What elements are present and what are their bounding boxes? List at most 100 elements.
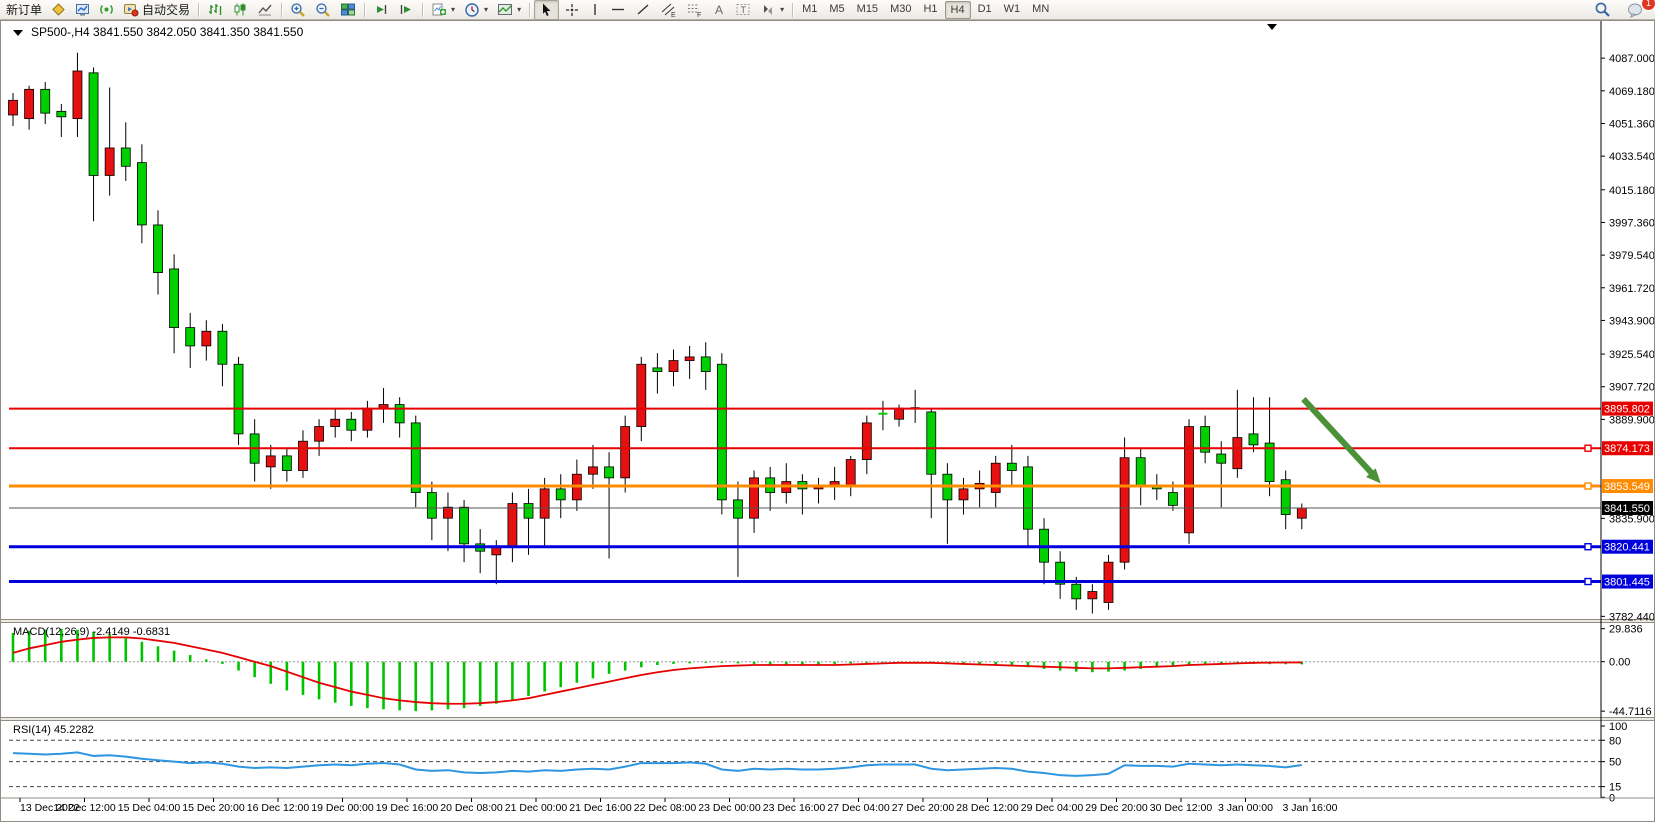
market-watch-button[interactable] (47, 1, 70, 19)
price-axis-label: 3782.440 (1609, 611, 1654, 623)
time-axis-label: 3 Jan 16:00 (1283, 802, 1338, 814)
rsi-axis-label: 50 (1609, 757, 1621, 769)
price-badge-label: 3874.173 (1604, 443, 1650, 455)
price-axis-label: 3997.360 (1609, 217, 1654, 229)
svg-text:T: T (741, 5, 747, 15)
time-axis-label: 15 Dec 20:00 (182, 802, 245, 814)
price-axis-label: 4051.360 (1609, 118, 1654, 130)
zoom-in-button[interactable] (286, 1, 310, 19)
macd-label: MACD(12,26,9) -2.4149 -0.6831 (13, 626, 170, 638)
chart-canvas[interactable]: 3895.802 3874.173 3853.549 3841.550 3820.441… (1, 21, 1654, 821)
vertical-line-button[interactable] (585, 1, 605, 19)
crosshair-button[interactable] (560, 1, 584, 19)
macd-axis-label: 0.00 (1609, 657, 1630, 669)
fibonacci-button[interactable]: F (682, 1, 707, 19)
templates-button[interactable]: ▾ (493, 1, 525, 19)
signals-button[interactable] (95, 1, 118, 19)
symbol-dropdown-icon[interactable] (13, 30, 23, 36)
equidistant-channel-button[interactable]: E (656, 1, 681, 19)
time-axis-label: 15 Dec 04:00 (118, 802, 181, 814)
price-badge-label: 3841.550 (1604, 503, 1650, 515)
line-handle[interactable] (1584, 543, 1592, 551)
price-axis-label: 4015.180 (1609, 185, 1654, 197)
svg-text:A: A (715, 3, 723, 17)
time-axis-label: 29 Dec 04:00 (1021, 802, 1084, 814)
text-label-button[interactable]: T (731, 1, 755, 19)
timeframe-m1[interactable]: M1 (802, 2, 818, 15)
time-axis-label: 30 Dec 12:00 (1150, 802, 1213, 814)
line-handle[interactable] (1584, 577, 1592, 586)
time-axis-label: 3 Jan 00:00 (1218, 802, 1273, 814)
separator (198, 2, 200, 17)
pane-splitter[interactable] (1, 717, 1654, 721)
last-bar-marker (1267, 24, 1277, 30)
separator (792, 2, 794, 17)
timeframe-h4[interactable]: H4 (944, 0, 971, 19)
macd-pane[interactable] (9, 628, 1601, 712)
time-axis-label: 27 Dec 04:00 (827, 802, 890, 814)
price-axis-label: 3979.540 (1609, 250, 1654, 262)
autotrading-button[interactable]: 自动交易 (119, 1, 194, 19)
rsi-axis-label: 15 (1609, 782, 1621, 794)
zoom-out-button[interactable] (311, 1, 335, 19)
candlestick-pane[interactable] (8, 52, 1307, 614)
rsi-pane[interactable] (9, 739, 1601, 788)
time-axis-label: 20 Dec 08:00 (440, 802, 503, 814)
macd-axis-label: 29.836 (1609, 624, 1643, 636)
time-axis-label: 19 Dec 16:00 (376, 802, 439, 814)
chart-labels: SP500-,H4 3841.550 3842.050 3841.350 384… (13, 25, 304, 736)
bar-chart-button[interactable] (203, 1, 227, 19)
trend-arrow-annotation[interactable] (1301, 397, 1381, 484)
price-axis[interactable]: 4087.000 4069.180 4051.360 4033.540 4015.180… (1600, 21, 1654, 804)
price-badge (1602, 479, 1653, 494)
charts-window-button[interactable] (71, 1, 94, 19)
timeframe-mn[interactable]: MN (1032, 2, 1050, 15)
timeframe-h1[interactable]: H1 (923, 2, 938, 15)
line-handle[interactable] (1584, 444, 1592, 452)
chart-shift-button[interactable] (394, 1, 418, 19)
time-axis-label: 29 Dec 20:00 (1085, 802, 1148, 814)
tile-windows-button[interactable] (336, 1, 360, 19)
timeframe-m30[interactable]: M30 (890, 2, 912, 15)
line-chart-button[interactable] (253, 1, 277, 19)
trendline-button[interactable] (631, 1, 655, 19)
timeframe-m15[interactable]: M15 (856, 2, 879, 15)
time-axis-label: 13 Dec 2022 (20, 802, 80, 814)
time-axis-label: 21 Dec 00:00 (505, 802, 568, 814)
timeframe-w1[interactable]: W1 (1003, 2, 1021, 15)
toolbar-right: 1 (1590, 0, 1655, 19)
cursor-button[interactable] (534, 0, 560, 20)
candlestick-chart-button[interactable] (228, 1, 252, 19)
price-axis-label: 3925.540 (1609, 349, 1654, 361)
separator (422, 2, 424, 17)
price-badge (1602, 574, 1653, 589)
monitor-chart-icon (75, 2, 90, 17)
price-axis-label: 4033.540 (1609, 151, 1654, 163)
price-badge-label: 3895.802 (1604, 404, 1650, 416)
line-handle[interactable] (1584, 482, 1592, 490)
periods-button[interactable]: ▾ (460, 1, 492, 19)
auto-scroll-button[interactable] (369, 1, 393, 19)
chat-button[interactable]: 1 (1623, 0, 1655, 19)
text-button[interactable]: A (708, 1, 730, 19)
timeframe-bar: M1 M5 M15 M30 H1 H4 D1 W1 MN (797, 0, 1054, 19)
autotrading-icon (123, 2, 139, 17)
price-badge (1602, 501, 1653, 516)
price-axis-label: 4069.180 (1609, 86, 1654, 98)
rsi-axis-label: 100 (1609, 721, 1627, 733)
add-indicator-button[interactable]: ▾ (427, 1, 459, 19)
price-axis-label: 4087.000 (1609, 53, 1654, 65)
timeframe-m5[interactable]: M5 (829, 2, 845, 15)
macd-axis-label: -44.7116 (1609, 706, 1652, 718)
notification-badge: 1 (1641, 0, 1655, 11)
time-axis-label: 23 Dec 00:00 (698, 802, 761, 814)
arrows-button[interactable]: ▾ (756, 1, 788, 19)
chevron-down-icon: ▾ (780, 5, 785, 14)
pane-splitter[interactable] (1, 619, 1654, 623)
timeframe-d1[interactable]: D1 (977, 2, 992, 15)
horizontal-line-button[interactable] (606, 1, 630, 19)
autotrading-label: 自动交易 (142, 3, 191, 17)
new-order-button[interactable]: 新订单 (2, 1, 46, 19)
search-button[interactable] (1590, 1, 1615, 19)
